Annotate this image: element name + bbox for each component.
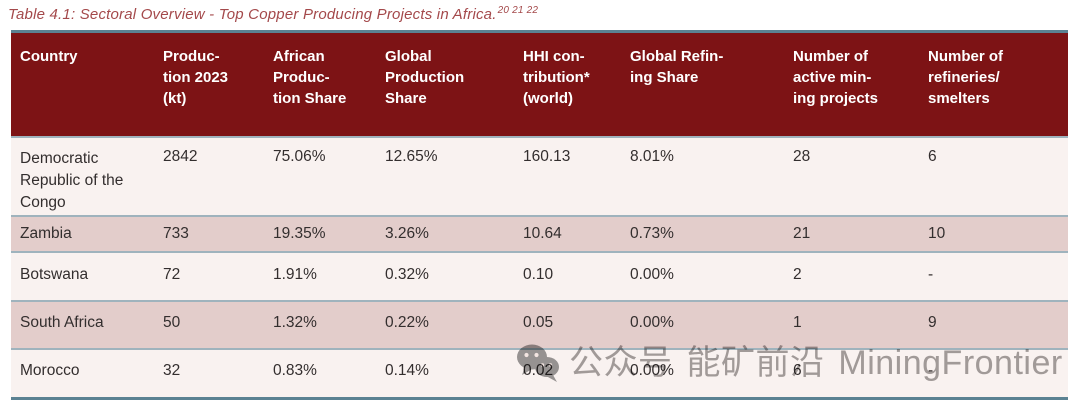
cell-refining-share: 0.00%: [630, 266, 674, 283]
cell-mining-projects: 1: [793, 314, 802, 331]
cell-country: Zambia: [20, 225, 72, 242]
column-header-global-refining-share: Global Refin- ing Share: [630, 48, 724, 86]
cell-refineries: -: [928, 362, 934, 379]
cell-mining-projects: 28: [793, 148, 811, 165]
cell-mining-projects: 21: [793, 225, 811, 242]
table-caption-text: Table 4.1: Sectoral Overview - Top Coppe…: [8, 6, 497, 23]
cell-refineries: 6: [928, 148, 937, 165]
cell-production: 32: [163, 362, 181, 379]
column-header-hhi-contribution: HHI con- tribution* (world): [523, 48, 590, 107]
cell-country: Democratic Republic of the Congo: [20, 150, 124, 211]
cell-country: Botswana: [20, 266, 89, 283]
table-row-botswana: Botswana 72 1.91% 0.32% 0.10 0.00% 2 -: [11, 253, 1068, 302]
cell-mining-projects: 6: [793, 362, 802, 379]
cell-country: South Africa: [20, 314, 104, 331]
table-row-drc: Democratic Republic of the Congo 2842 75…: [11, 138, 1068, 217]
cell-refineries: 9: [928, 314, 937, 331]
cell-hhi: 0.02: [523, 362, 554, 379]
table-row-morocco: Morocco 32 0.83% 0.14% 0.02 0.00% 6 -: [11, 350, 1068, 397]
footnote-references: 20 21 22: [497, 5, 539, 16]
table-row-zambia: Zambia 733 19.35% 3.26% 10.64 0.73% 21 1…: [11, 217, 1068, 253]
cell-hhi: 10.64: [523, 225, 562, 242]
column-header-active-mining-projects: Number of active min- ing projects: [793, 48, 879, 107]
cell-hhi: 0.05: [523, 314, 554, 331]
cell-african-share: 1.32%: [273, 314, 317, 331]
cell-african-share: 19.35%: [273, 225, 326, 242]
cell-hhi: 160.13: [523, 148, 571, 165]
cell-production: 733: [163, 225, 189, 242]
column-header-production-2023: Produc- tion 2023 (kt): [163, 48, 229, 107]
cell-refineries: -: [928, 266, 934, 283]
cell-country: Morocco: [20, 362, 80, 379]
column-header-country: Country: [20, 48, 78, 65]
cell-global-share: 12.65%: [385, 148, 438, 165]
column-header-refineries-smelters: Number of refineries/ smelters: [928, 48, 1003, 107]
column-header-african-production-share: African Produc- tion Share: [273, 48, 347, 107]
cell-global-share: 0.32%: [385, 266, 429, 283]
cell-global-share: 3.26%: [385, 225, 429, 242]
table-header-row: Country Produc- tion 2023 (kt) African P…: [11, 33, 1068, 138]
cell-refining-share: 0.00%: [630, 314, 674, 331]
cell-refining-share: 8.01%: [630, 148, 674, 165]
cell-production: 50: [163, 314, 181, 331]
cell-mining-projects: 2: [793, 266, 802, 283]
cell-african-share: 0.83%: [273, 362, 317, 379]
cell-production: 72: [163, 266, 181, 283]
copper-producers-table: Country Produc- tion 2023 (kt) African P…: [11, 30, 1068, 400]
cell-refining-share: 0.73%: [630, 225, 674, 242]
cell-refining-share: 0.00%: [630, 362, 674, 379]
cell-african-share: 75.06%: [273, 148, 326, 165]
cell-refineries: 10: [928, 225, 946, 242]
cell-african-share: 1.91%: [273, 266, 317, 283]
table-caption: Table 4.1: Sectoral Overview - Top Coppe…: [8, 5, 538, 23]
column-header-global-production-share: Global Production Share: [385, 48, 465, 107]
cell-global-share: 0.14%: [385, 362, 429, 379]
cell-production: 2842: [163, 148, 198, 165]
cell-global-share: 0.22%: [385, 314, 429, 331]
cell-hhi: 0.10: [523, 266, 554, 283]
table-row-south-africa: South Africa 50 1.32% 0.22% 0.05 0.00% 1…: [11, 302, 1068, 350]
